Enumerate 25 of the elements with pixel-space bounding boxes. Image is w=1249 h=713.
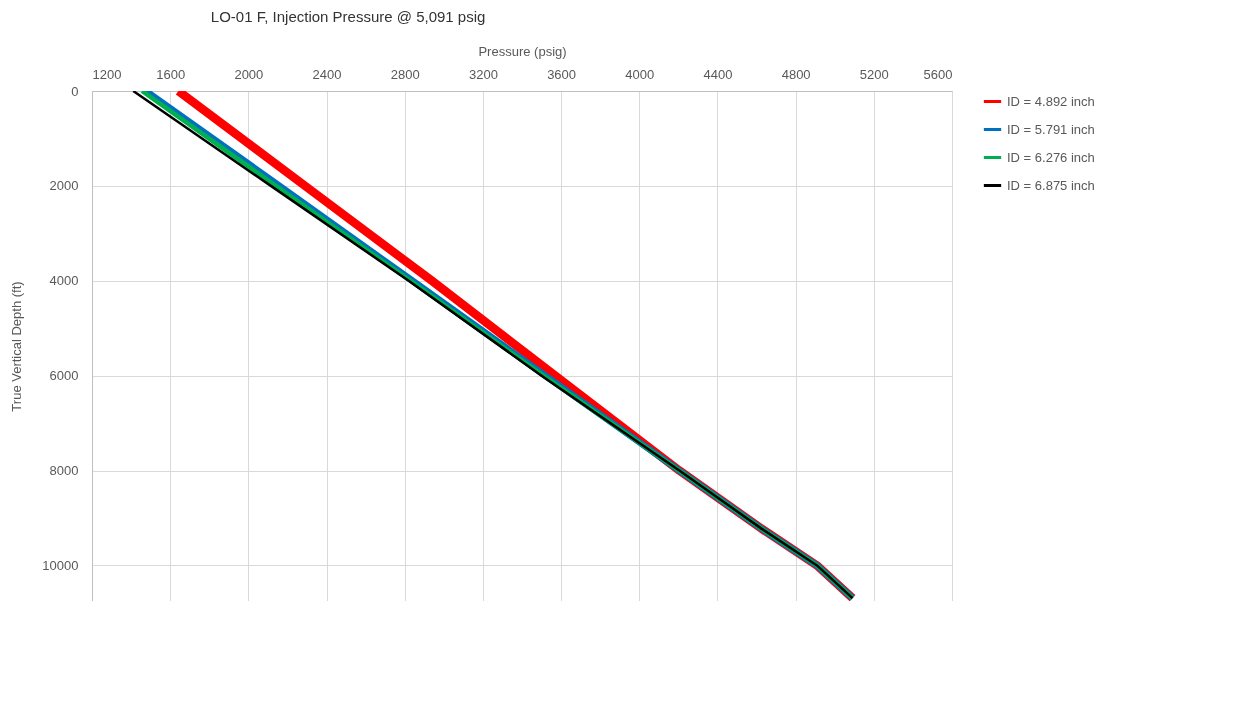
chart-title: LO-01 F, Injection Pressure @ 5,091 psig <box>210 8 486 25</box>
y-tick-label: 4000 <box>49 273 79 289</box>
y-tick-label: 0 <box>71 83 79 99</box>
x-tick-label: 4400 <box>703 66 733 82</box>
x-tick-label: 2800 <box>390 66 420 82</box>
legend-label: ID = 4.892 inch <box>1007 93 1095 109</box>
x-axis-title: Pressure (psig) <box>478 43 567 59</box>
x-tick-label: 5200 <box>859 66 889 82</box>
x-tick-label: 5600 <box>923 66 953 82</box>
x-tick-label: 1200 <box>92 66 122 82</box>
y-tick-label: 8000 <box>49 463 79 479</box>
x-tick-label: 3600 <box>547 66 577 82</box>
x-tick-label: 4000 <box>625 66 655 82</box>
x-tick-label: 2000 <box>234 66 264 82</box>
x-tick-label: 3200 <box>468 66 498 82</box>
legend-label: ID = 6.875 inch <box>1007 177 1095 193</box>
x-tick-label: 2400 <box>312 66 342 82</box>
y-tick-label: 2000 <box>49 178 79 194</box>
legend-label: ID = 6.276 inch <box>1007 149 1095 165</box>
y-tick-label: 10000 <box>42 557 79 573</box>
y-axis-title: True Vertical Depth (ft) <box>9 281 25 412</box>
y-tick-label: 6000 <box>49 368 79 384</box>
x-tick-label: 4800 <box>781 66 811 82</box>
x-tick-label: 1600 <box>156 66 186 82</box>
legend-label: ID = 5.791 inch <box>1007 121 1095 137</box>
